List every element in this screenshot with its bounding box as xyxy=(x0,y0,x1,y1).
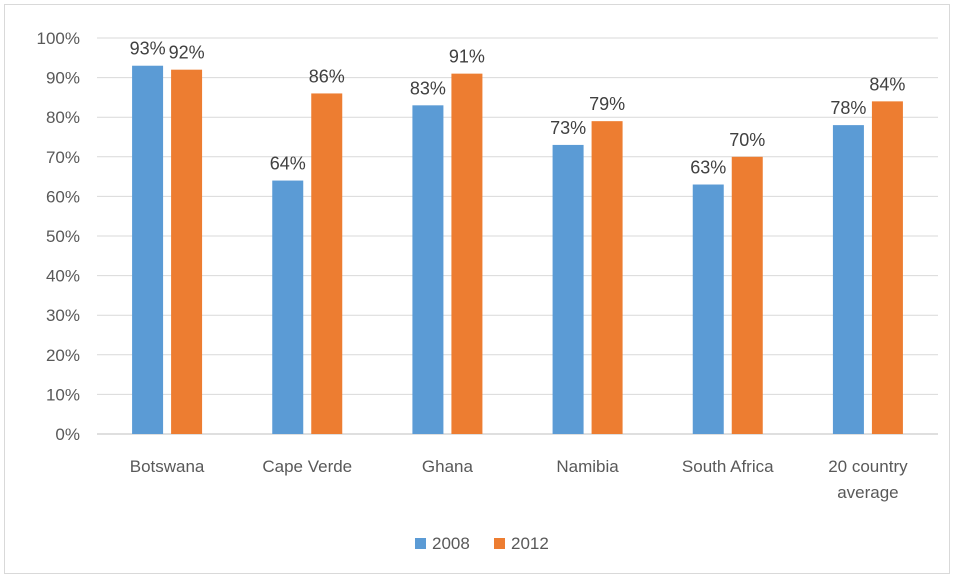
data-label-2012: 70% xyxy=(729,130,765,150)
data-label-2012: 79% xyxy=(589,94,625,114)
category-label: Ghana xyxy=(422,457,474,476)
legend-swatch-2012 xyxy=(494,538,505,549)
y-tick-label: 30% xyxy=(46,306,80,325)
y-tick-label: 0% xyxy=(55,425,80,444)
category-label: South Africa xyxy=(682,457,774,476)
y-tick-label: 40% xyxy=(46,267,80,286)
category-label: Botswana xyxy=(130,457,205,476)
data-label-2008: 83% xyxy=(410,78,446,98)
category-label: Cape Verde xyxy=(262,457,352,476)
bar-2012 xyxy=(871,101,903,435)
data-label-2012: 92% xyxy=(169,43,205,63)
y-tick-label: 80% xyxy=(46,108,80,127)
data-label-2012: 86% xyxy=(309,66,345,86)
y-tick-label: 60% xyxy=(46,187,80,206)
gridlines xyxy=(97,37,938,435)
bar-2012 xyxy=(731,156,763,435)
data-label-2012: 84% xyxy=(869,74,905,94)
y-tick-label: 10% xyxy=(46,385,80,404)
category-label: Namibia xyxy=(556,457,619,476)
bar-2012 xyxy=(451,73,483,434)
bar-2008 xyxy=(552,144,584,435)
data-label-2012: 91% xyxy=(449,47,485,67)
bars xyxy=(132,65,903,435)
category-label: 20 country xyxy=(828,457,908,476)
bar-2012 xyxy=(171,69,203,435)
data-label-2008: 64% xyxy=(270,154,306,174)
data-label-2008: 73% xyxy=(550,118,586,138)
legend: 2008 2012 xyxy=(415,534,549,553)
y-tick-label: 90% xyxy=(46,69,80,88)
y-tick-label: 50% xyxy=(46,227,80,246)
y-axis-tick-labels: 0% 10% 20% 30% 40% 50% 60% 70% 80% 90% 100% xyxy=(37,29,80,444)
category-label: average xyxy=(837,483,898,502)
bar-2008 xyxy=(132,65,164,434)
x-axis-category-labels: Botswana Cape Verde Ghana Namibia South Afri… xyxy=(130,457,908,502)
bar-2012 xyxy=(591,121,623,434)
bar-2012 xyxy=(311,93,343,434)
bar-2008 xyxy=(692,184,724,434)
bar-2008 xyxy=(832,125,864,435)
y-tick-label: 100% xyxy=(37,29,80,48)
data-label-2008: 93% xyxy=(130,39,166,59)
legend-label-2012: 2012 xyxy=(511,534,549,553)
y-tick-label: 20% xyxy=(46,346,80,365)
legend-label-2008: 2008 xyxy=(432,534,470,553)
y-tick-label: 70% xyxy=(46,148,80,167)
data-labels: 93% 92% 64% 86% 83%91% 73%79% 63%70% 78%84% xyxy=(130,39,906,178)
bar-2008 xyxy=(412,105,444,434)
data-label-2008: 78% xyxy=(830,98,866,118)
data-label-2008: 63% xyxy=(690,158,726,178)
bar-2008 xyxy=(272,180,304,434)
legend-swatch-2008 xyxy=(415,538,426,549)
